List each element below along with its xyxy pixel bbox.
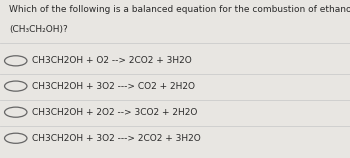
Text: CH3CH2OH + 3O2 ---> 2CO2 + 3H2O: CH3CH2OH + 3O2 ---> 2CO2 + 3H2O <box>32 134 200 143</box>
Text: CH3CH2OH + 3O2 ---> CO2 + 2H2O: CH3CH2OH + 3O2 ---> CO2 + 2H2O <box>32 82 195 91</box>
Text: CH3CH2OH + 2O2 --> 3CO2 + 2H2O: CH3CH2OH + 2O2 --> 3CO2 + 2H2O <box>32 108 197 117</box>
Text: CH3CH2OH + O2 --> 2CO2 + 3H2O: CH3CH2OH + O2 --> 2CO2 + 3H2O <box>32 56 191 65</box>
Text: Which of the following is a balanced equation for the combustion of ethanol: Which of the following is a balanced equ… <box>9 5 350 14</box>
Text: (CH₃CH₂OH)?: (CH₃CH₂OH)? <box>9 25 68 34</box>
